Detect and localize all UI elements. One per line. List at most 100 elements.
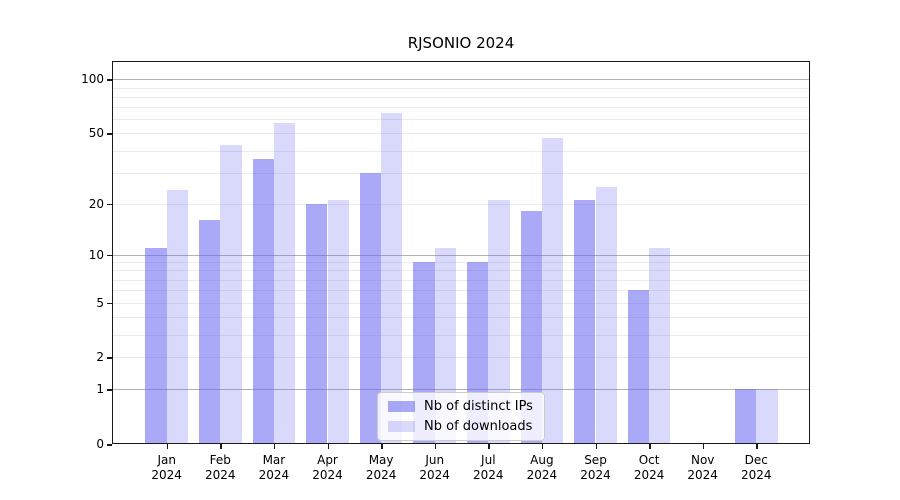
- x-tick-year: 2024: [419, 468, 450, 482]
- bar-downloads-sep: [595, 186, 617, 444]
- legend-label-distinct-ips: Nb of distinct IPs: [424, 399, 533, 414]
- x-tick-month: Jul: [481, 453, 496, 467]
- legend-swatch-distinct-ips: [388, 401, 415, 412]
- x-tick-month: Dec: [744, 453, 768, 467]
- gridline-minor-70: [112, 107, 810, 109]
- x-tick-aug: [541, 444, 544, 449]
- y-tick-1: [107, 389, 112, 391]
- bar-downloads-dec: [756, 389, 778, 444]
- gridline-minor-20: [112, 203, 810, 205]
- bar-distinct-ips-jan: [145, 247, 167, 444]
- x-tick-apr: [327, 444, 329, 449]
- y-tick-2: [107, 357, 112, 359]
- gridline-minor-5: [112, 302, 810, 304]
- gridline-minor-9: [112, 262, 810, 264]
- gridline-minor-30: [112, 172, 810, 174]
- x-tick-year: 2024: [580, 468, 611, 482]
- x-tick-month: Feb: [209, 453, 231, 467]
- x-tick-mar: [273, 444, 276, 449]
- x-tick-month: May: [368, 453, 394, 467]
- bar-downloads-aug: [541, 138, 564, 444]
- legend-swatch-downloads: [388, 421, 415, 432]
- x-tick-month: Apr: [317, 453, 338, 467]
- y-tick-50: [107, 133, 112, 135]
- x-tick-month: Jun: [425, 453, 445, 467]
- x-tick-year: 2024: [687, 468, 718, 482]
- legend-item-downloads: Nb of downloads: [388, 419, 533, 434]
- gridline-major-1: [112, 389, 810, 391]
- x-tick-year: 2024: [205, 468, 236, 482]
- bar-downloads-jul: [488, 199, 510, 444]
- x-tick-month: Aug: [530, 453, 554, 467]
- x-tick-month: Mar: [262, 453, 286, 467]
- y-tick-label-1: 1: [96, 382, 104, 397]
- bar-distinct-ips-may: [359, 172, 382, 444]
- bar-distinct-ips-aug: [520, 211, 542, 444]
- legend-item-distinct-ips: Nb of distinct IPs: [388, 399, 533, 414]
- bar-distinct-ips-dec: [734, 389, 757, 444]
- x-tick-year: 2024: [312, 468, 343, 482]
- y-tick-label-10: 10: [88, 247, 104, 262]
- bar-downloads-may: [381, 113, 403, 444]
- x-tick-oct: [649, 444, 651, 449]
- x-tick-jun: [434, 444, 437, 449]
- x-tick-label-jan: Jan 2024: [139, 453, 195, 483]
- x-tick-may: [381, 444, 383, 449]
- x-tick-sep: [595, 444, 597, 449]
- x-tick-label-mar: Mar 2024: [246, 453, 302, 483]
- x-tick-label-jun: Jun 2024: [407, 453, 463, 483]
- x-tick-feb: [220, 444, 222, 449]
- x-tick-month: Nov: [690, 453, 715, 467]
- x-tick-month: Sep: [584, 453, 607, 467]
- x-tick-label-may: May 2024: [353, 453, 409, 483]
- x-tick-year: 2024: [365, 468, 397, 482]
- bar-downloads-jan: [166, 189, 189, 444]
- bar-downloads-oct: [649, 247, 671, 444]
- x-tick-jan: [166, 444, 169, 449]
- legend: Nb of distinct IPs Nb of downloads: [377, 392, 545, 441]
- x-tick-label-feb: Feb 2024: [192, 453, 248, 483]
- bar-distinct-ips-sep: [574, 199, 596, 444]
- gridline-minor-4: [112, 316, 810, 318]
- gridline-major-100: [112, 79, 810, 81]
- gridline-minor-6: [112, 290, 810, 292]
- bar-distinct-ips-oct: [627, 290, 650, 444]
- y-tick-label-2: 2: [96, 350, 104, 365]
- y-tick-label-100: 100: [81, 72, 104, 87]
- x-tick-label-jul: Jul 2024: [460, 453, 516, 483]
- x-tick-year: 2024: [526, 468, 558, 482]
- x-tick-year: 2024: [473, 468, 504, 482]
- plot-area: Nb of distinct IPs Nb of downloads: [112, 61, 810, 444]
- x-tick-year: 2024: [258, 468, 290, 482]
- x-tick-label-apr: Apr 2024: [300, 453, 356, 483]
- x-tick-label-aug: Aug 2024: [514, 453, 570, 483]
- gridline-minor-90: [112, 87, 810, 89]
- x-tick-year: 2024: [741, 468, 772, 482]
- gridline-minor-3: [112, 334, 810, 336]
- y-tick-10: [107, 254, 112, 257]
- x-tick-label-dec: Dec 2024: [728, 453, 784, 483]
- gridline-major-10: [112, 254, 810, 256]
- y-tick-label-5: 5: [96, 295, 104, 310]
- gridline-minor-50: [112, 133, 810, 135]
- x-tick-dec: [756, 444, 758, 449]
- y-tick-label-0: 0: [96, 437, 104, 451]
- chart-title: RJSONIO 2024: [407, 34, 515, 52]
- bar-downloads-feb: [220, 145, 242, 444]
- x-tick-month: Oct: [638, 453, 660, 467]
- y-tick-20: [107, 203, 112, 205]
- gridline-minor-8: [112, 270, 810, 272]
- gridline-minor-60: [112, 119, 810, 121]
- x-tick-label-nov: Nov 2024: [675, 453, 731, 483]
- x-tick-year: 2024: [151, 468, 182, 482]
- gridline-minor-2: [112, 357, 810, 359]
- bar-downloads-apr: [327, 199, 349, 444]
- x-tick-label-oct: Oct 2024: [621, 453, 677, 483]
- bar-distinct-ips-mar: [252, 158, 274, 444]
- bar-downloads-mar: [273, 123, 296, 444]
- y-tick-5: [107, 302, 112, 304]
- legend-label-downloads: Nb of downloads: [424, 419, 533, 434]
- x-tick-nov: [702, 444, 705, 449]
- y-tick-0: [107, 444, 112, 446]
